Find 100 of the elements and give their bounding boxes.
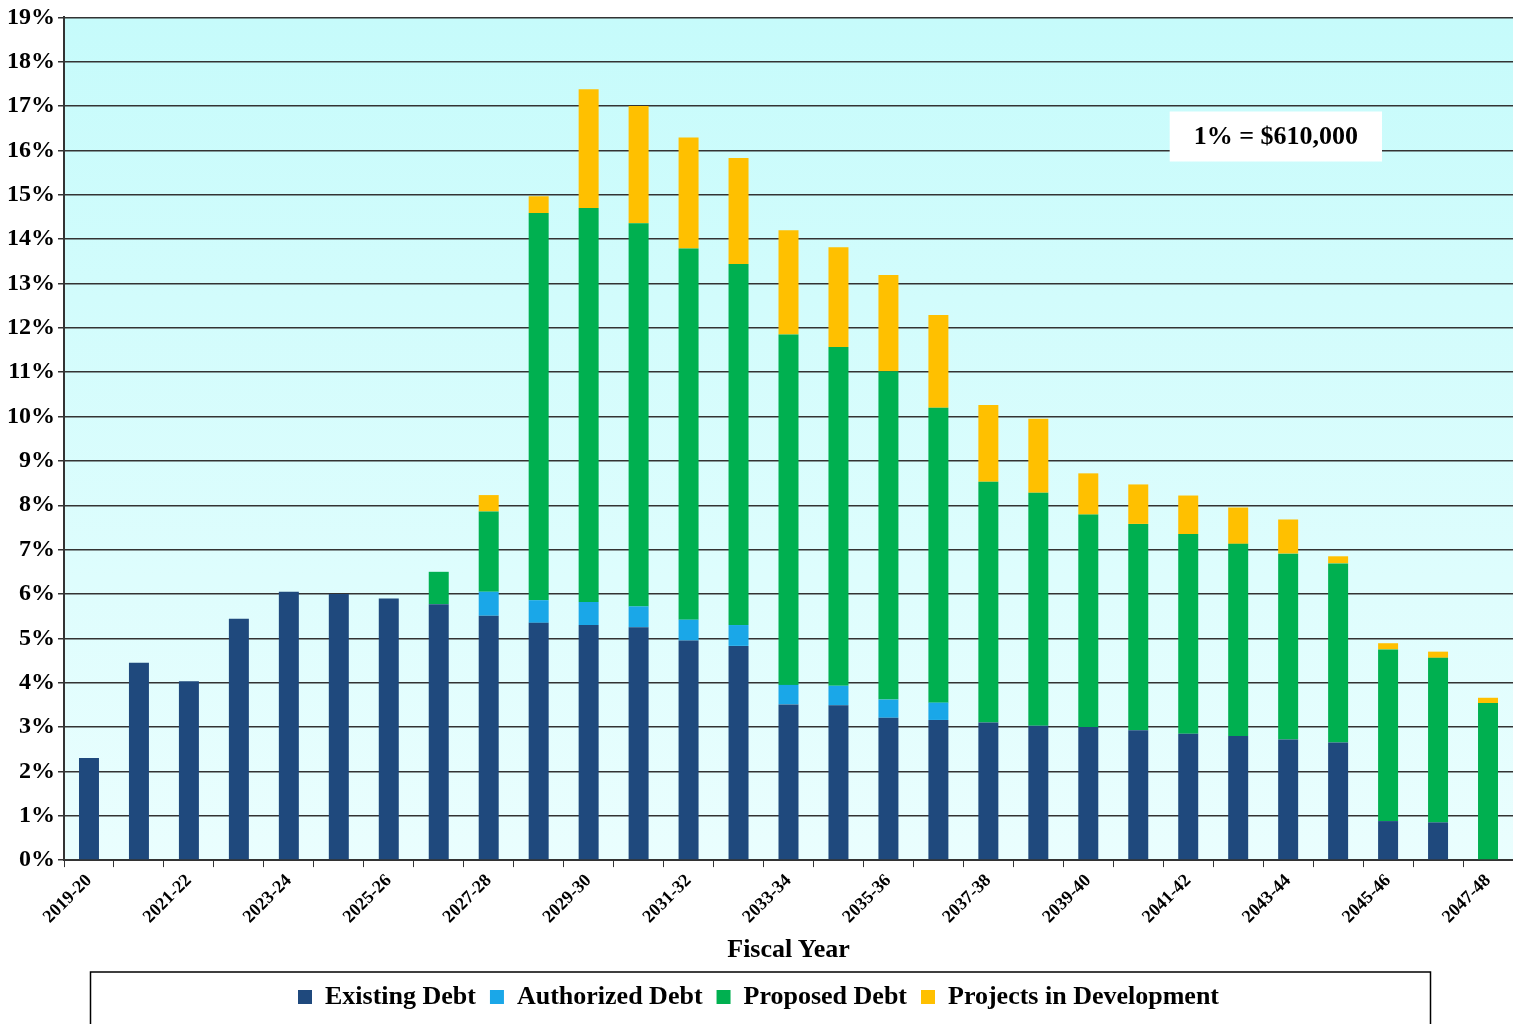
bar — [1228, 543, 1249, 736]
bar — [728, 158, 749, 264]
legend-label: Proposed Debt — [743, 980, 908, 1010]
y-tick-label: 11% — [8, 357, 55, 384]
bar — [1028, 418, 1049, 493]
bar — [1228, 735, 1249, 860]
y-tick-label: 1% — [19, 800, 55, 827]
y-tick-label: 19% — [7, 2, 55, 29]
y-tick-label: 17% — [7, 91, 55, 118]
bar — [1328, 742, 1349, 860]
bar — [878, 717, 899, 860]
bar — [1478, 703, 1499, 860]
y-tick-label: 9% — [19, 446, 55, 473]
bar — [128, 662, 149, 860]
bar — [1128, 730, 1149, 860]
bar — [1378, 649, 1399, 822]
bar — [528, 622, 549, 860]
bar — [428, 604, 449, 860]
bar — [1078, 514, 1099, 728]
bar — [1328, 563, 1349, 743]
bar — [728, 625, 749, 646]
bar — [428, 571, 449, 605]
bar — [778, 684, 799, 705]
legend-label: Authorized Debt — [516, 980, 703, 1010]
bar — [928, 702, 949, 720]
bar — [778, 230, 799, 335]
bar — [528, 196, 549, 213]
bar — [328, 593, 349, 860]
y-tick-label: 13% — [7, 268, 55, 295]
bar — [178, 681, 199, 860]
bar — [528, 213, 549, 601]
bar — [678, 640, 699, 860]
bar — [1028, 492, 1049, 726]
bar — [578, 601, 599, 626]
y-tick-label: 18% — [7, 46, 55, 73]
bar — [478, 591, 499, 616]
bar — [1428, 651, 1449, 658]
bar — [678, 248, 699, 620]
bar — [228, 618, 249, 860]
bar — [1328, 556, 1349, 564]
bar — [728, 264, 749, 626]
bar — [1278, 553, 1299, 740]
bar — [578, 89, 599, 209]
bar — [828, 685, 849, 706]
bar — [1478, 697, 1499, 704]
bar — [1178, 495, 1199, 535]
bar — [928, 315, 949, 408]
bar — [1128, 523, 1149, 731]
bar — [278, 591, 299, 860]
legend-label: Projects in Development — [948, 980, 1220, 1010]
bar — [1428, 657, 1449, 823]
bar — [478, 615, 499, 860]
bar — [828, 705, 849, 860]
bar — [378, 598, 399, 860]
bar — [878, 371, 899, 700]
bar — [878, 699, 899, 718]
y-tick-label: 3% — [19, 712, 55, 739]
bar — [828, 346, 849, 686]
bar — [1378, 821, 1399, 860]
y-tick-label: 0% — [19, 845, 55, 872]
bar — [1428, 822, 1449, 860]
bar — [628, 606, 649, 628]
y-tick-label: 15% — [7, 180, 55, 207]
bar — [928, 407, 949, 703]
bar — [1028, 725, 1049, 860]
bar — [978, 722, 999, 860]
bar — [678, 137, 699, 249]
bar — [978, 405, 999, 482]
bar — [1178, 733, 1199, 860]
bar — [1078, 727, 1099, 860]
bar — [1178, 534, 1199, 734]
bar — [778, 704, 799, 860]
bar — [628, 627, 649, 860]
y-tick-label: 4% — [19, 667, 55, 694]
y-tick-label: 2% — [19, 756, 55, 783]
y-tick-label: 10% — [7, 401, 55, 428]
y-tick-label: 8% — [19, 490, 55, 517]
bar — [728, 645, 749, 860]
bar — [828, 247, 849, 347]
bar — [678, 619, 699, 641]
legend-label: Existing Debt — [324, 980, 477, 1010]
bar — [628, 106, 649, 224]
bar — [578, 625, 599, 860]
annotation: 1% = $610,000 — [1193, 121, 1359, 151]
bar — [1378, 643, 1399, 650]
bar — [878, 275, 899, 372]
y-tick-label: 6% — [19, 579, 55, 606]
bar — [578, 208, 599, 602]
bar — [478, 511, 499, 592]
bar — [628, 223, 649, 607]
bar — [478, 495, 499, 512]
bar — [1128, 484, 1149, 524]
bar — [1278, 519, 1299, 554]
y-tick-label: 7% — [19, 534, 55, 561]
bar — [1228, 507, 1249, 544]
bar — [1078, 473, 1099, 515]
y-tick-label: 5% — [19, 623, 55, 650]
y-tick-label: 16% — [7, 135, 55, 162]
bar — [928, 719, 949, 860]
y-tick-label: 14% — [7, 224, 55, 251]
